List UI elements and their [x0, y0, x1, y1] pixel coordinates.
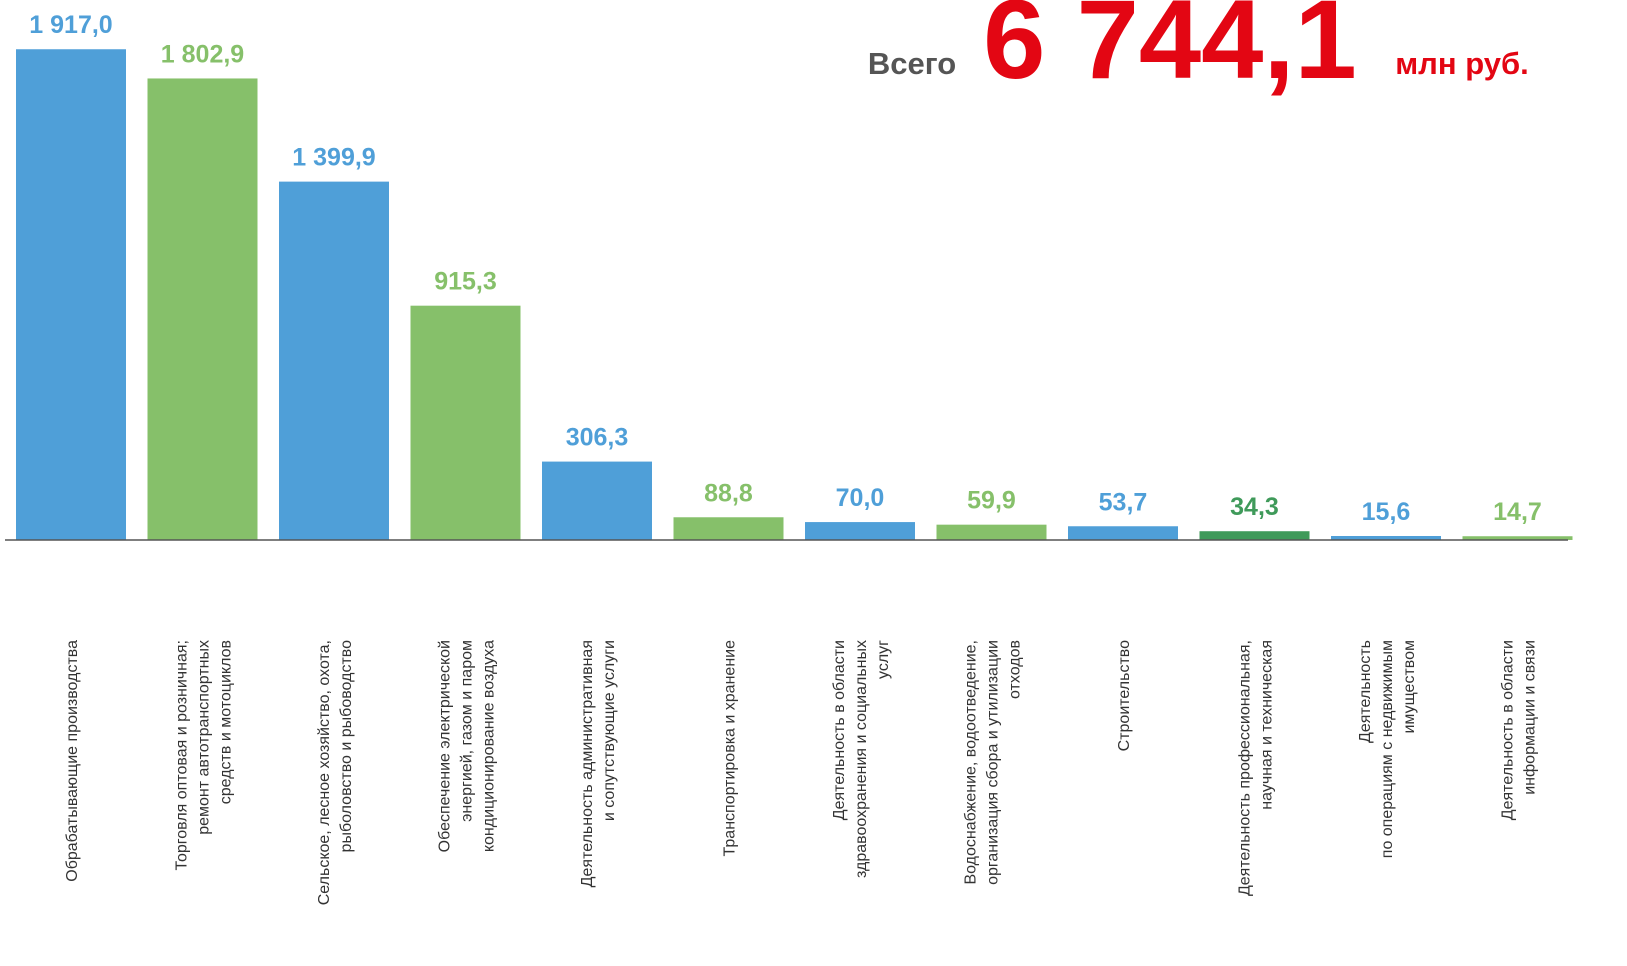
value-label: 1 399,9: [292, 144, 375, 172]
bar: [16, 49, 126, 541]
bar: [1462, 536, 1573, 540]
bar: [1331, 536, 1441, 540]
total-value: 6 744,1: [983, 0, 1357, 102]
bar: [279, 181, 389, 540]
category-label: Водоснабжение, водоотведение, организация…: [963, 640, 1024, 885]
category-label: Деятельность профессиональная, научная и …: [1237, 640, 1276, 896]
category-label: Обрабатывающие производства: [64, 640, 81, 882]
bar: [410, 305, 521, 540]
value-label: 306,3: [566, 424, 629, 452]
value-label: 1 802,9: [161, 40, 244, 68]
category-label: Торговля оптовая и розничная; ремонт авто…: [174, 640, 235, 871]
category-label: Деятельность в области здравоохранения и …: [831, 640, 892, 878]
category-label: Обеспечение электрической энергией, газом…: [437, 640, 498, 852]
bar: [1068, 526, 1178, 540]
bar: [805, 522, 915, 540]
value-label: 915,3: [434, 268, 497, 296]
bar: [673, 517, 784, 540]
bar: [1199, 531, 1310, 540]
total-unit: млн руб.: [1395, 46, 1529, 81]
value-label: 14,7: [1493, 498, 1542, 526]
value-label: 59,9: [967, 487, 1016, 515]
bar: [147, 78, 258, 540]
value-label: 88,8: [704, 479, 753, 507]
bar: [936, 524, 1047, 540]
category-label: Транспортировка и хранение: [722, 640, 739, 857]
value-label: 34,3: [1230, 493, 1279, 521]
category-label: Сельское, лесное хозяйство, охота, рыболо…: [316, 640, 355, 905]
category-label: Деятельность административная и сопутству…: [579, 640, 618, 887]
value-label: 1 917,0: [29, 11, 112, 39]
category-label: Строительство: [1116, 640, 1133, 751]
category-label: Деятельность по операциям с недвижимым иму…: [1357, 640, 1418, 858]
value-label: 15,6: [1362, 498, 1411, 526]
value-label: 53,7: [1099, 488, 1148, 516]
category-label: Деятельность в области информации и связи: [1500, 640, 1539, 820]
value-label: 70,0: [836, 484, 885, 512]
total-prefix: Всего: [868, 46, 956, 81]
bar: [542, 461, 652, 540]
